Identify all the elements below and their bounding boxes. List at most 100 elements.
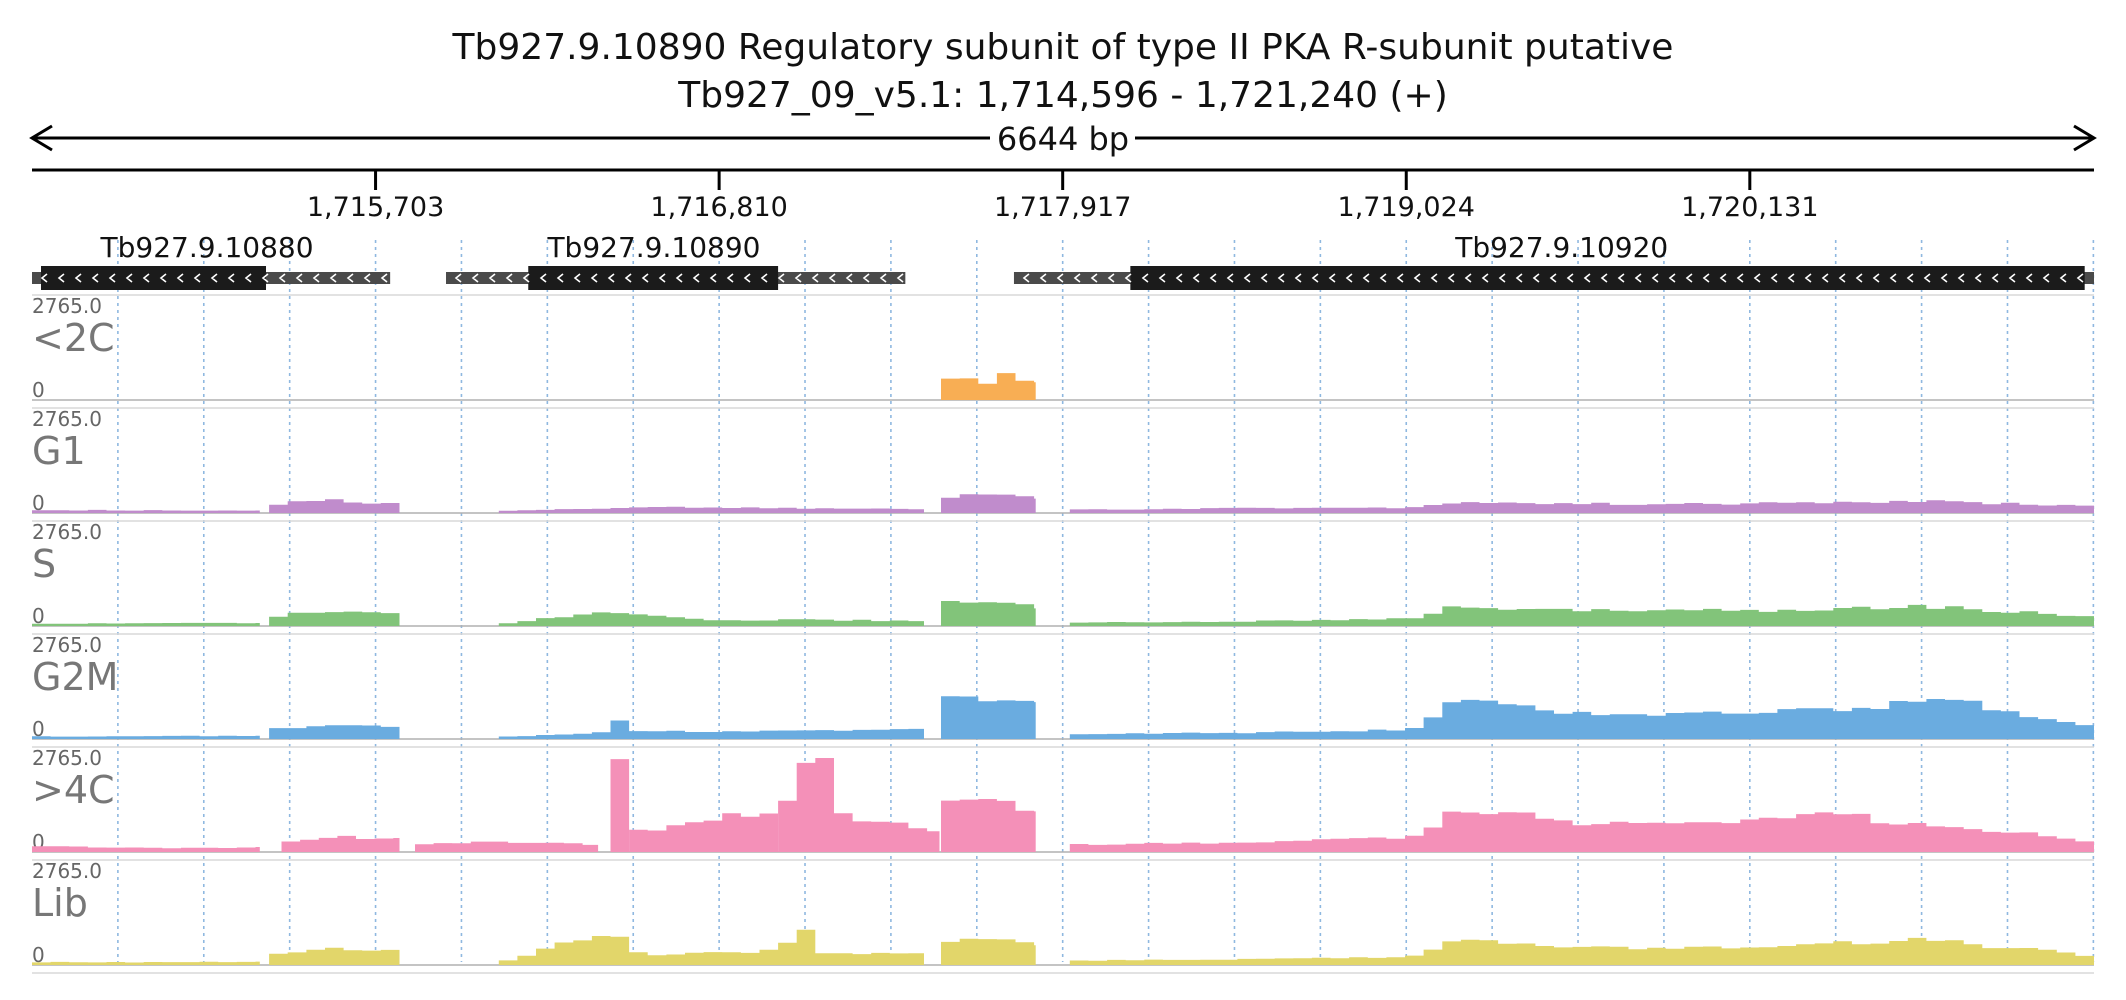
- coverage-area: [1069, 500, 2094, 513]
- coverage-area: [32, 509, 260, 513]
- coverage-bins: [1087, 963, 2076, 965]
- coverage-area: [281, 835, 400, 852]
- coverage-bins: [50, 511, 256, 513]
- coverage-bins: [1087, 850, 2076, 852]
- coverage-area: [32, 622, 260, 626]
- y-max-label: 2765.0: [32, 633, 102, 657]
- track-name-label: G1: [32, 429, 86, 473]
- coverage-bins: [959, 737, 1035, 739]
- coverage-bins: [516, 624, 909, 626]
- track-2C: 2765.0 0 <2C: [32, 294, 2094, 402]
- coverage-area: [498, 612, 924, 626]
- coverage-area: [32, 735, 260, 739]
- ruler-tick-label: 1,715,703: [307, 192, 444, 223]
- gene-cds: [528, 266, 779, 290]
- y-min-label: 0: [32, 491, 45, 515]
- coverage-bins: [287, 511, 382, 513]
- coverage-bins: [959, 624, 1035, 626]
- gridlines: [117, 240, 2095, 962]
- coverage-area: [1069, 811, 2094, 852]
- track-S: 2765.0 0 S: [32, 520, 2094, 628]
- coverage-bins: [433, 850, 584, 852]
- coverage-area: [941, 494, 1036, 513]
- gene-strand-arrows: [40, 273, 388, 283]
- coverage-bins: [959, 511, 1035, 513]
- gene-label: Tb927.9.10880: [100, 231, 314, 264]
- coverage-area: [941, 696, 1036, 739]
- coverage-area: [941, 938, 1036, 965]
- coverage-bins: [50, 737, 256, 739]
- coverage-area: [941, 373, 1036, 400]
- coverage-tracks: 2765.00<2C2765.00G12765.00S2765.00G2M276…: [32, 294, 2094, 974]
- coverage-area: [941, 799, 1036, 852]
- coverage-area: [610, 759, 630, 852]
- span-arrow-left: [29, 124, 53, 152]
- coverage-area: [32, 961, 260, 965]
- track-name-label: >4C: [32, 768, 115, 812]
- coverage-area: [1069, 937, 2094, 965]
- gene-strand-arrows: [1022, 273, 2084, 283]
- coverage-area: [415, 841, 599, 852]
- figure-title: Tb927.9.10890 Regulatory subunit of type…: [452, 27, 1674, 68]
- ruler-tick-label: 1,719,024: [1338, 192, 1475, 223]
- region-location: Tb927_09_v5.1: 1,714,596 - 1,721,240 (+): [677, 75, 1448, 116]
- ruler-tick-label: 1,720,131: [1681, 192, 1818, 223]
- coverage-bins: [516, 963, 909, 965]
- coverage-bins: [516, 737, 909, 739]
- y-min-label: 0: [32, 378, 45, 402]
- coverage-area: [1069, 604, 2094, 626]
- span-indicator: 6644 bp: [29, 120, 2097, 158]
- track-G2M: 2765.0 0 G2M: [32, 633, 2094, 741]
- coverage-bins: [299, 850, 394, 852]
- coverage-area: [629, 813, 779, 852]
- coverage-bins: [647, 850, 760, 852]
- y-min-label: 0: [32, 717, 45, 741]
- coverage-bins: [959, 963, 1035, 965]
- coverage-bins: [516, 511, 909, 513]
- coverage-bins: [1087, 624, 2076, 626]
- coverage-area: [269, 725, 400, 739]
- coverage-area: [32, 846, 260, 852]
- gene-label: Tb927.9.10920: [1454, 231, 1668, 264]
- coverage-bins: [959, 398, 1035, 400]
- y-max-label: 2765.0: [32, 520, 102, 544]
- y-max-label: 2765.0: [32, 859, 102, 883]
- coverage-area: [269, 499, 400, 513]
- coverage-area: [498, 506, 924, 513]
- gene-track: Tb927.9.10880 Tb927.9.10890 Tb927.9.10920: [32, 231, 2094, 290]
- coverage-bins: [287, 737, 382, 739]
- track-4C: 2765.00>4C: [32, 746, 2094, 854]
- coverage-area: [269, 611, 400, 626]
- coverage-bins: [287, 963, 382, 965]
- coverage-bins: [287, 624, 382, 626]
- coverage-area: [498, 720, 924, 739]
- track-name-label: Lib: [32, 881, 88, 925]
- coverage-bins: [50, 850, 256, 852]
- y-min-label: 0: [32, 943, 45, 967]
- gene-label: Tb927.9.10890: [546, 231, 760, 264]
- track-name-label: <2C: [32, 316, 115, 360]
- ruler-tick-label: 1,717,917: [994, 192, 1131, 223]
- y-max-label: 2765.0: [32, 746, 102, 770]
- track-Lib: 2765.0 0 Lib: [32, 859, 2094, 967]
- coordinate-ruler: 1,715,703 1,716,810 1,717,917 1,719,024 1,72…: [32, 168, 2094, 223]
- gene-strand-arrows: [454, 273, 904, 283]
- coverage-bins: [959, 850, 1035, 852]
- ruler-tick-label: 1,716,810: [650, 192, 787, 223]
- track-name-label: S: [32, 542, 56, 586]
- coverage-bins: [796, 850, 928, 852]
- coverage-bins: [50, 624, 256, 626]
- coverage-area: [1069, 699, 2094, 739]
- y-max-label: 2765.0: [32, 294, 102, 318]
- y-min-label: 0: [32, 604, 45, 628]
- coverage-area: [778, 758, 940, 852]
- span-label: 6644 bp: [997, 120, 1129, 158]
- track-G1: 2765.0 0 G1: [32, 407, 2094, 515]
- coverage-bins: [50, 963, 256, 965]
- coverage-area: [269, 947, 400, 965]
- coverage-bins: [1087, 511, 2076, 513]
- coverage-area: [498, 929, 924, 965]
- coverage-area: [941, 601, 1036, 626]
- track-name-label: G2M: [32, 655, 118, 699]
